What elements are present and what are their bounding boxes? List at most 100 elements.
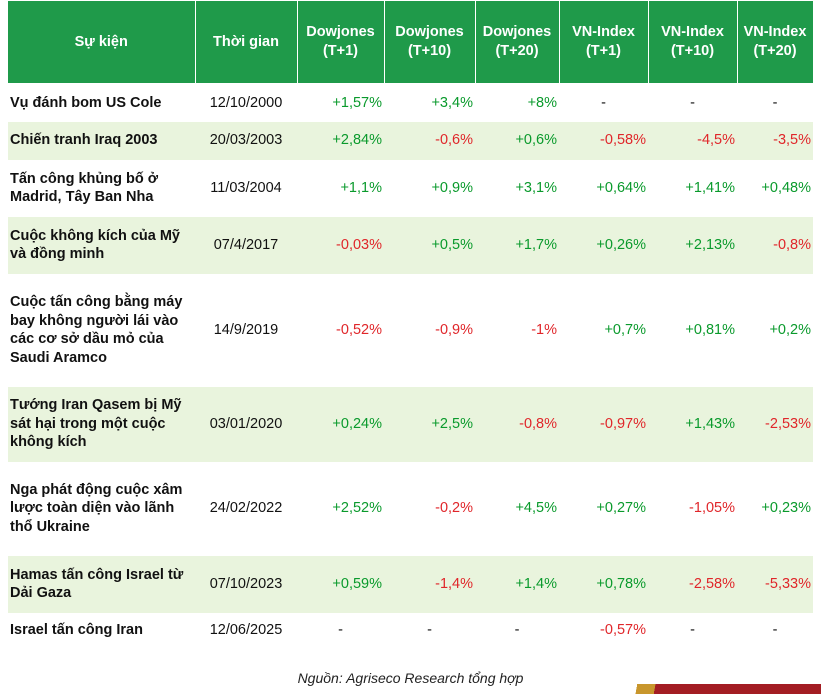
header-label: VN-Index — [661, 24, 724, 40]
header-label: Dowjones — [482, 24, 552, 40]
table-row: Tướng Iran Qasem bị Mỹ sát hại trong một… — [8, 386, 813, 462]
header-dj-t20: Dowjones (T+20) — [474, 0, 560, 84]
change-value-cell: - — [690, 621, 695, 638]
header-event: Sự kiện — [8, 0, 196, 84]
change-value-cell: +0,9% — [431, 179, 473, 196]
change-value-cell: +2,52% — [332, 500, 382, 517]
change-value-cell: - — [601, 94, 606, 111]
table-row: Cuộc không kích của Mỹ và đồng minh 07/4/… — [8, 216, 813, 274]
change-value-cell: +3,1% — [515, 179, 557, 196]
change-value-cell: -5,33% — [737, 555, 813, 613]
change-value-cell: +2,5% — [384, 386, 475, 462]
event-name-cell: Tấn công khủng bố ở Madrid, Tây Ban Nha — [10, 170, 159, 206]
change-value-cell: +1,7% — [475, 216, 559, 274]
change-value-cell: +4,5% — [515, 500, 557, 517]
table-row: Chiến tranh Iraq 2003 20/03/2003 +2,84% -0,… — [8, 121, 813, 160]
change-value-cell: -0,8% — [475, 386, 559, 462]
table-body: Vụ đánh bom US Cole 12/10/2000 +1,57% +3,4%… — [8, 84, 813, 648]
event-date-cell: 24/02/2022 — [209, 500, 283, 517]
change-value-cell: +1,1% — [340, 179, 382, 196]
change-value-cell: -0,8% — [737, 216, 813, 274]
header-vn-t1: VN-Index (T+1) — [558, 0, 649, 84]
event-date-cell: 03/01/2020 — [195, 386, 297, 462]
header-dj-t1: Dowjones (T+1) — [296, 0, 385, 84]
change-value-cell: +1,41% — [685, 179, 735, 196]
source-note: Nguồn: Agriseco Research tổng hợp — [297, 670, 524, 686]
table-row: Israel tấn công Iran 12/06/2025 - - - -0,57% -… — [8, 613, 813, 648]
header-label: Dowjones — [395, 24, 464, 40]
change-value-cell: -0,9% — [435, 321, 473, 338]
change-value-cell: - — [338, 621, 343, 638]
event-name-cell: Cuộc tấn công bằng máy bay không người l… — [10, 294, 183, 366]
event-name-cell: Cuộc không kích của Mỹ và đồng minh — [8, 216, 195, 274]
change-value-cell: - — [772, 94, 778, 111]
header-sublabel: (T+10) — [407, 43, 452, 59]
change-value-cell: -0,03% — [297, 216, 384, 274]
header-label: Sự kiện — [74, 33, 128, 50]
event-name-cell: Tướng Iran Qasem bị Mỹ sát hại trong một… — [8, 386, 195, 462]
event-date-cell: 12/06/2025 — [209, 621, 283, 638]
header-label: VN-Index — [743, 24, 807, 40]
change-value-cell: -1,4% — [384, 555, 475, 613]
change-value-cell: -4,5% — [648, 121, 737, 160]
event-date-cell: 20/03/2003 — [195, 121, 297, 160]
header-sublabel: (T+20) — [753, 43, 797, 59]
header-label: Thời gian — [213, 33, 279, 50]
change-value-cell: +1,4% — [475, 555, 559, 613]
change-value-cell: - — [514, 621, 520, 638]
events-impact-table: Sự kiện Thời gian Dowjones (T+1) Dowjones (T+… — [8, 0, 814, 648]
header-vn-t10: VN-Index (T+10) — [647, 0, 738, 84]
change-value-cell: +0,81% — [685, 321, 735, 338]
corner-decoration — [621, 684, 821, 694]
change-value-cell: +0,23% — [761, 500, 811, 517]
event-name-cell: Chiến tranh Iraq 2003 — [8, 121, 195, 160]
change-value-cell: +0,27% — [596, 500, 646, 517]
change-value-cell: +0,6% — [475, 121, 559, 160]
change-value-cell: -3,5% — [737, 121, 813, 160]
change-value-cell: +0,2% — [769, 321, 811, 338]
change-value-cell: - — [772, 621, 778, 638]
change-value-cell: +8% — [527, 94, 557, 111]
table-row: Hamas tấn công Israel từ Dải Gaza 07/10/2… — [8, 555, 813, 613]
event-date-cell: 07/4/2017 — [195, 216, 297, 274]
change-value-cell: +0,48% — [761, 179, 811, 196]
change-value-cell: +0,24% — [297, 386, 384, 462]
change-value-cell: +3,4% — [431, 94, 473, 111]
header-label: VN-Index — [572, 24, 635, 40]
change-value-cell: +1,43% — [648, 386, 737, 462]
change-value-cell: -1% — [531, 321, 557, 338]
change-value-cell: +0,59% — [297, 555, 384, 613]
change-value-cell: +0,64% — [596, 179, 646, 196]
header-vn-t20: VN-Index (T+20) — [736, 0, 814, 84]
change-value-cell: - — [690, 94, 695, 111]
header-label: Dowjones — [306, 24, 375, 40]
table-row: Nga phát động cuộc xâm lược toàn diện và… — [8, 462, 813, 556]
event-date-cell: 11/03/2004 — [210, 179, 282, 196]
event-date-cell: 07/10/2023 — [195, 555, 297, 613]
change-value-cell: -0,6% — [384, 121, 475, 160]
change-value-cell: +2,84% — [297, 121, 384, 160]
table-row: Vụ đánh bom US Cole 12/10/2000 +1,57% +3,4%… — [8, 84, 813, 122]
header-sublabel: (T+1) — [585, 43, 622, 59]
change-value-cell: +0,26% — [559, 216, 648, 274]
change-value-cell: -2,58% — [648, 555, 737, 613]
change-value-cell: - — [427, 621, 432, 638]
change-value-cell: -0,52% — [336, 321, 382, 338]
change-value-cell: -0,57% — [600, 621, 646, 638]
change-value-cell: -0,97% — [559, 386, 648, 462]
change-value-cell: +2,13% — [648, 216, 737, 274]
table-row: Cuộc tấn công bằng máy bay không người l… — [8, 274, 813, 387]
header-dj-t10: Dowjones (T+10) — [383, 0, 476, 84]
change-value-cell: -0,58% — [559, 121, 648, 160]
header-date: Thời gian — [194, 0, 298, 84]
header-sublabel: (T+1) — [322, 43, 359, 59]
header-sublabel: (T+10) — [670, 43, 715, 59]
change-value-cell: +1,57% — [332, 94, 382, 111]
change-value-cell: -2,53% — [737, 386, 813, 462]
table-row: Tấn công khủng bố ở Madrid, Tây Ban Nha 1… — [8, 160, 813, 217]
change-value-cell: +0,7% — [604, 321, 646, 338]
change-value-cell: -0,2% — [435, 500, 473, 517]
event-name-cell: Hamas tấn công Israel từ Dải Gaza — [8, 555, 195, 613]
event-name-cell: Nga phát động cuộc xâm lược toàn diện và… — [10, 481, 183, 535]
event-name-cell: Israel tấn công Iran — [10, 621, 143, 638]
